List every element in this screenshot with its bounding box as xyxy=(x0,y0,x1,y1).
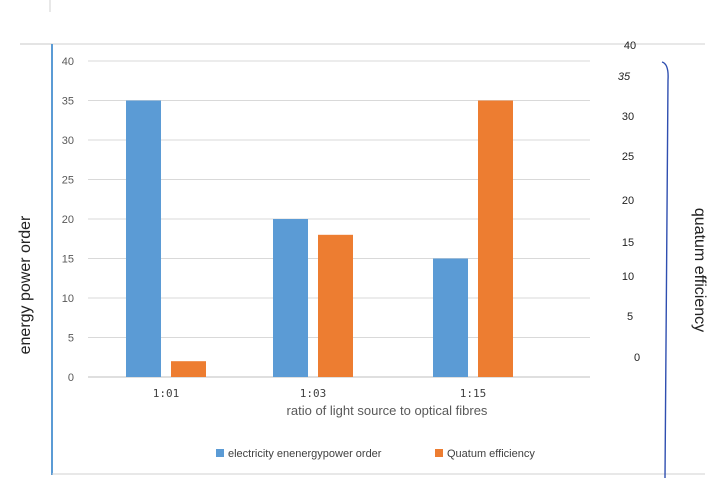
x-axis-title: ratio of light source to optical fibres xyxy=(287,403,488,418)
secondary-axis-title: quatum efficiency xyxy=(691,208,708,332)
x-tick-label: 1:01 xyxy=(153,387,180,400)
bars xyxy=(126,100,513,377)
bar-quantum-0 xyxy=(171,361,206,377)
secondary-tick-label: 20 xyxy=(622,195,634,207)
secondary-tick-label: 35 xyxy=(618,71,631,83)
legend-swatch xyxy=(216,449,224,457)
y-tick-label: 40 xyxy=(62,56,74,68)
y-tick-label: 0 xyxy=(68,372,74,384)
secondary-axis-ticks: 40 35 30 25 20 15 10 5 0 xyxy=(618,40,640,364)
x-tick-label: 1:03 xyxy=(300,387,327,400)
legend-swatch xyxy=(435,449,443,457)
secondary-tick-label: 30 xyxy=(622,111,634,123)
y-tick-label: 5 xyxy=(68,333,74,345)
x-axis-ticks: 1:01 1:03 1:15 xyxy=(153,387,487,400)
secondary-axis-line xyxy=(661,61,669,479)
legend: electricity enenergypower order Quatum ef… xyxy=(216,448,535,460)
y-axis-ticks: 0 5 10 15 20 25 30 35 40 xyxy=(62,56,74,384)
bar-electricity-0 xyxy=(126,100,161,377)
bar-electricity-2 xyxy=(433,258,468,377)
bar-quantum-1 xyxy=(318,234,353,377)
bar-electricity-1 xyxy=(273,219,308,377)
y-tick-label: 30 xyxy=(62,135,74,147)
legend-label: electricity enenergypower order xyxy=(228,448,382,460)
bar-quantum-2 xyxy=(478,100,513,377)
secondary-tick-label: 0 xyxy=(634,352,640,364)
y-tick-label: 10 xyxy=(62,293,74,305)
secondary-tick-label: 15 xyxy=(622,237,634,249)
y-tick-label: 35 xyxy=(62,96,74,108)
secondary-tick-label: 40 xyxy=(624,40,636,52)
y-tick-label: 25 xyxy=(62,175,74,187)
secondary-tick-label: 5 xyxy=(627,311,633,323)
y-axis-title: energy power order xyxy=(17,215,34,354)
secondary-tick-label: 25 xyxy=(622,151,634,163)
secondary-tick-label: 10 xyxy=(622,271,634,283)
legend-label: Quatum efficiency xyxy=(447,448,535,460)
y-tick-label: 15 xyxy=(62,254,74,266)
y-tick-label: 20 xyxy=(62,214,74,226)
x-tick-label: 1:15 xyxy=(460,387,487,400)
